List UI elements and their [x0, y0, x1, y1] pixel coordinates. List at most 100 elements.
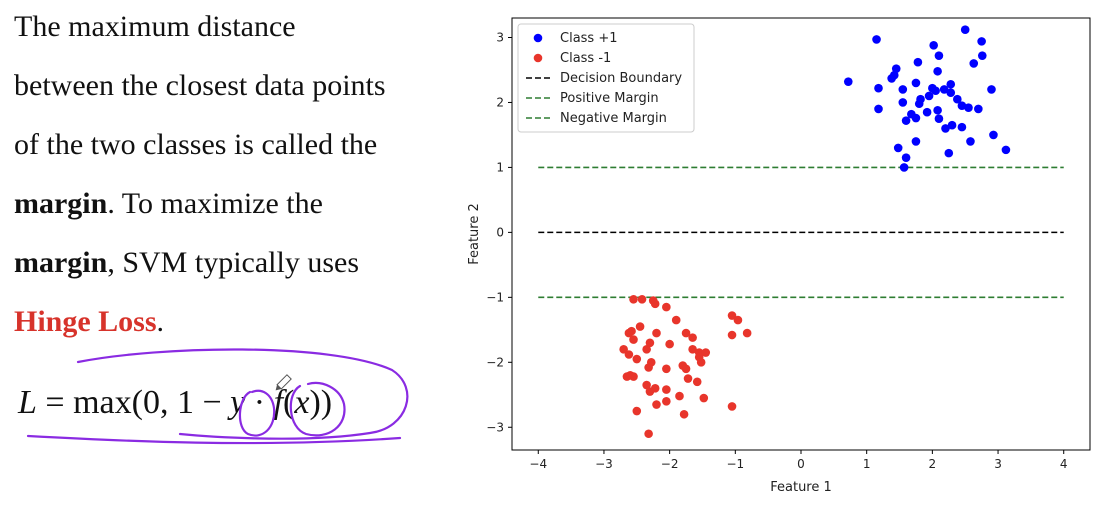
point-class-pos — [891, 64, 901, 73]
y-tick-label: −2 — [486, 355, 504, 369]
text-line-1: The maximum distance — [14, 10, 296, 44]
formula-y: y — [230, 384, 246, 421]
point-class-neg — [662, 396, 671, 406]
point-class-pos — [939, 85, 949, 94]
point-class-neg — [681, 328, 691, 338]
y-axis-label: Feature 2 — [467, 203, 482, 265]
point-class-pos — [946, 79, 956, 89]
x-tick-label: 2 — [929, 457, 937, 471]
point-class-pos — [874, 83, 883, 93]
text-line-5-rest: , SVM typically uses — [107, 246, 359, 279]
hinge-loss-formula-block: L = max(0, 1 − y · f(x)) — [0, 340, 460, 470]
point-class-pos — [911, 113, 921, 123]
point-class-pos — [933, 105, 942, 115]
point-class-pos — [933, 66, 942, 76]
point-class-neg — [637, 294, 647, 304]
point-class-pos — [931, 86, 940, 96]
x-tick-label: −2 — [661, 457, 679, 471]
point-class-neg — [679, 409, 689, 419]
point-class-neg — [701, 348, 711, 357]
point-class-neg — [632, 354, 642, 364]
x-axis-label: Feature 1 — [770, 480, 832, 495]
point-class-neg — [733, 315, 743, 325]
y-tick-label: 0 — [496, 225, 504, 239]
point-class-neg — [681, 364, 691, 374]
y-tick-label: 2 — [496, 95, 504, 109]
point-class-neg — [629, 372, 638, 381]
legend-label: Class +1 — [560, 31, 618, 46]
point-class-pos — [911, 137, 921, 146]
point-class-neg — [624, 328, 634, 338]
point-class-neg — [652, 328, 661, 338]
point-class-pos — [947, 120, 957, 130]
point-class-pos — [843, 77, 853, 86]
point-class-pos — [977, 37, 986, 46]
point-class-neg — [622, 372, 632, 381]
x-tick-label: 4 — [1060, 457, 1068, 471]
point-class-neg — [645, 338, 655, 348]
point-class-neg — [662, 385, 671, 394]
x-tick-label: −1 — [726, 457, 744, 471]
point-class-neg — [696, 358, 706, 367]
point-class-neg — [644, 363, 653, 372]
point-class-pos — [934, 114, 944, 123]
point-class-neg — [642, 380, 651, 390]
point-class-pos — [964, 103, 973, 112]
legend-marker — [533, 53, 543, 63]
text-line-4: margin. To maximize the — [14, 187, 323, 221]
legend-label: Decision Boundary — [560, 71, 682, 86]
x-tick-label: −4 — [529, 457, 547, 471]
y-tick-label: −3 — [486, 420, 504, 434]
point-class-pos — [893, 143, 903, 153]
x-tick-label: 0 — [797, 457, 805, 471]
point-class-pos — [989, 130, 998, 140]
point-class-neg — [629, 335, 638, 344]
point-class-neg — [662, 302, 671, 312]
legend-label: Class -1 — [560, 51, 611, 66]
point-class-neg — [688, 333, 697, 342]
point-class-neg — [665, 339, 674, 349]
formula-paren-open: ( — [283, 384, 295, 421]
point-class-pos — [944, 148, 954, 158]
formula-f: f — [273, 384, 284, 421]
legend-label: Negative Margin — [560, 111, 667, 126]
point-class-neg — [624, 350, 634, 359]
annotation-outer-loop — [76, 348, 409, 440]
x-tick-label: 3 — [994, 457, 1002, 471]
svm-scatter-chart: −4 −3 −2 −1 0 1 2 3 4 −3 −2 −1 0 1 2 3 Feature 1 Feature … — [458, 0, 1105, 512]
text-line-2-content: between the closest data points — [14, 69, 386, 102]
point-class-neg — [632, 406, 642, 416]
point-class-pos — [924, 91, 934, 101]
point-class-pos — [946, 88, 956, 98]
formula-x: x — [294, 384, 310, 421]
text-line-6: Hinge Loss. — [14, 305, 164, 339]
x-tick-label: −3 — [595, 457, 613, 471]
margin-term-2: margin — [14, 246, 108, 279]
point-class-pos — [957, 122, 967, 132]
point-class-neg — [727, 402, 737, 411]
point-class-pos — [887, 74, 896, 83]
text-line-1-content: The maximum distance — [14, 10, 296, 43]
point-class-neg — [629, 294, 638, 304]
point-class-neg — [742, 328, 752, 338]
point-class-pos — [901, 116, 911, 125]
point-class-pos — [901, 153, 911, 162]
point-class-neg — [652, 400, 661, 409]
text-line-3-content: of the two classes is called the — [14, 128, 378, 161]
text-line-3: of the two classes is called the — [14, 128, 377, 162]
formula-lhs: L — [18, 384, 37, 421]
point-class-pos — [911, 78, 921, 88]
pencil-cursor-icon — [275, 374, 292, 391]
point-class-pos — [966, 137, 975, 146]
point-class-neg — [650, 299, 660, 309]
chart-svg: −4 −3 −2 −1 0 1 2 3 4 −3 −2 −1 0 1 2 3 Feature 1 Feature … — [467, 17, 1091, 495]
point-class-pos — [977, 51, 987, 60]
text-line-5: margin, SVM typically uses — [14, 246, 359, 280]
point-class-pos — [987, 85, 996, 94]
legend-marker — [533, 33, 543, 43]
point-class-neg — [645, 387, 655, 396]
formula-dot: · — [245, 384, 274, 421]
point-class-neg — [692, 377, 702, 387]
point-class-neg — [727, 311, 737, 320]
annotation-underline — [26, 434, 402, 445]
